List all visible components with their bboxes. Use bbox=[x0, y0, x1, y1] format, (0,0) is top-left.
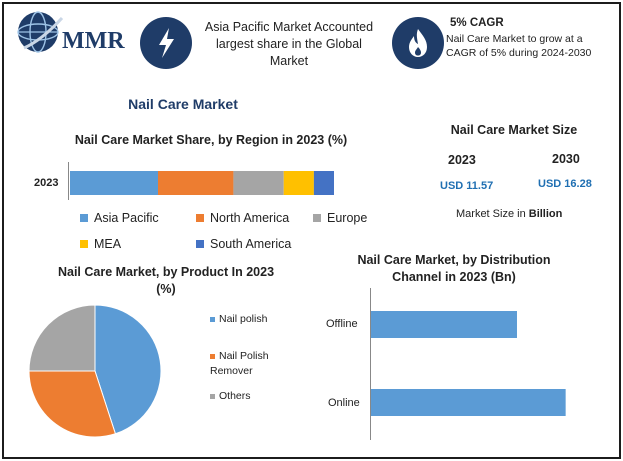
product-pie-chart bbox=[28, 304, 162, 438]
channel-bars bbox=[371, 311, 566, 416]
market-size-value-2023: USD 11.57 bbox=[440, 180, 494, 192]
legend-europe: Europe bbox=[313, 211, 367, 225]
globe-icon bbox=[17, 11, 64, 53]
legend-mea: MEA bbox=[80, 237, 121, 251]
region-category-label: 2023 bbox=[34, 177, 59, 189]
cagr-text: Nail Care Market to grow at a CAGR of 5%… bbox=[446, 33, 592, 59]
market-size-year-2030: 2030 bbox=[552, 152, 580, 166]
region-segment-asia-pacific bbox=[70, 171, 158, 195]
flame-icon bbox=[409, 29, 427, 57]
market-size-value-2030: USD 16.28 bbox=[538, 178, 592, 190]
header-right-badge bbox=[392, 17, 444, 69]
pie-slice-nail-polish-remover bbox=[28, 370, 117, 438]
channel-axis-line bbox=[370, 288, 371, 440]
pie-slice-nail-polish bbox=[94, 304, 162, 435]
pie-slice-others bbox=[28, 304, 96, 372]
channel-bar-offline bbox=[371, 311, 517, 338]
market-size-title: Nail Care Market Size bbox=[450, 123, 578, 137]
legend-south-america: South America bbox=[196, 237, 291, 251]
region-segment-south-america bbox=[313, 171, 334, 195]
region-segment-europe bbox=[233, 171, 284, 195]
legend-north-america: North America bbox=[196, 211, 289, 225]
region-segment-north-america bbox=[158, 171, 234, 195]
region-highlight-text: Asia Pacific Market Accounted largest sh… bbox=[204, 20, 374, 68]
pie-legend-others: Others bbox=[210, 389, 251, 404]
pie-legend-nail-polish: Nail polish bbox=[210, 312, 267, 327]
logo: MMR bbox=[12, 10, 130, 60]
product-chart-title: Nail Care Market, by Product In 2023 (%) bbox=[57, 265, 275, 296]
header-left-badge bbox=[140, 17, 192, 69]
channel-label-online: Online bbox=[328, 397, 360, 409]
market-size-note: Market Size in Billion bbox=[456, 208, 563, 220]
pie-legend-nail-polish-remover: Nail Polish Remover bbox=[210, 350, 269, 377]
market-size-year-2023: 2023 bbox=[448, 153, 476, 167]
region-axis-line bbox=[68, 162, 69, 200]
channel-bar-online bbox=[371, 389, 566, 416]
channel-label-offline: Offline bbox=[326, 318, 358, 330]
channel-chart-title: Nail Care Market, by Distribution Channe… bbox=[357, 253, 551, 284]
region-stacked-bar bbox=[70, 171, 334, 195]
region-chart-title: Nail Care Market Share, by Region in 202… bbox=[74, 133, 348, 147]
main-title: Nail Care Market bbox=[128, 96, 238, 112]
region-segment-mea bbox=[283, 171, 314, 195]
cagr-title: 5% CAGR bbox=[450, 17, 504, 29]
lightning-icon bbox=[159, 28, 174, 58]
legend-asia-pacific: Asia Pacific bbox=[80, 211, 159, 225]
logo-text: MMR bbox=[62, 28, 125, 54]
